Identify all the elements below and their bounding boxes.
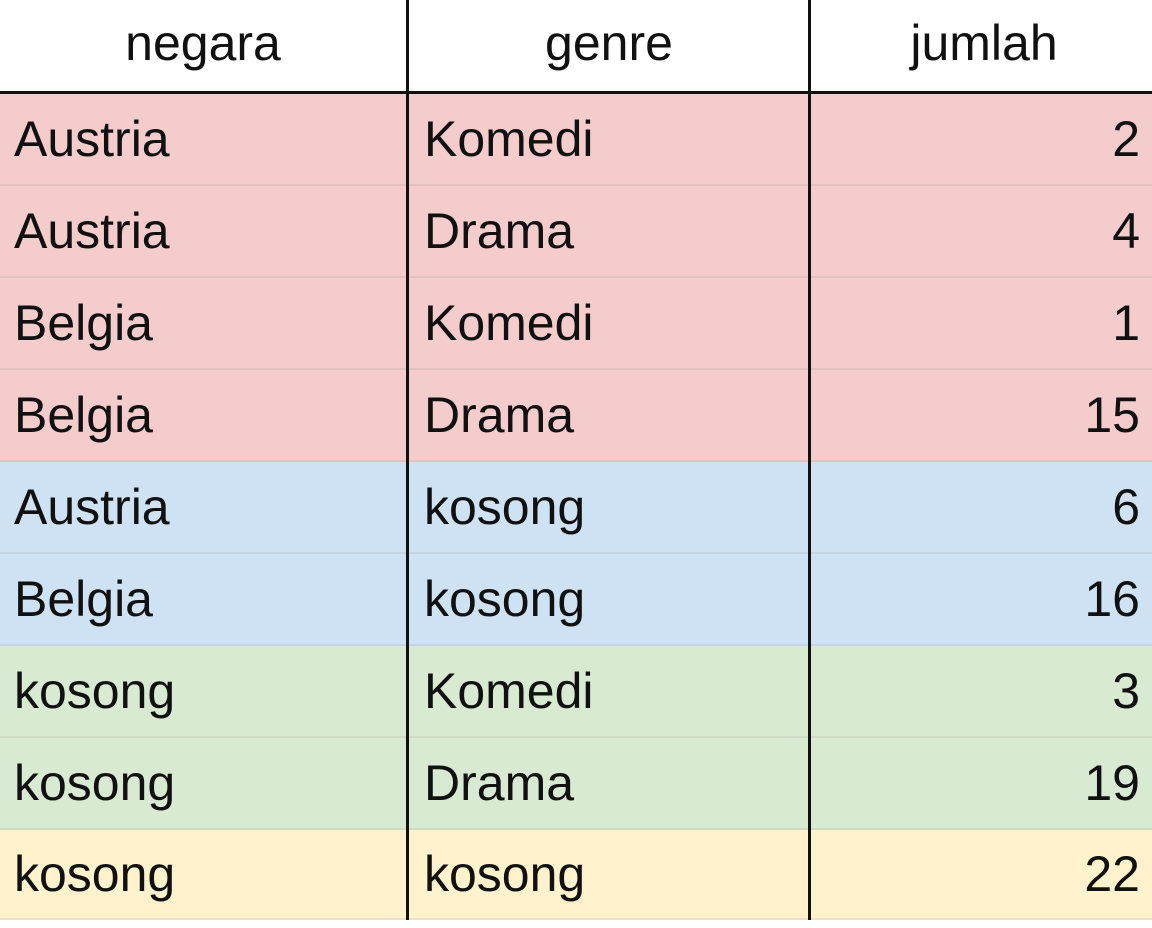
cell-negara[interactable]: Belgia (14, 295, 153, 351)
cell-jumlah[interactable]: 16 (1084, 571, 1140, 627)
cell-negara[interactable]: Austria (14, 479, 170, 535)
cell-genre[interactable]: Komedi (424, 295, 594, 351)
table-row: kosong Drama 19 (0, 738, 1152, 830)
header-cell-jumlah[interactable]: jumlah (910, 14, 1058, 71)
cell-jumlah[interactable]: 4 (1112, 203, 1140, 259)
cell-negara[interactable]: kosong (14, 846, 176, 902)
header-cell-negara[interactable]: negara (125, 14, 281, 71)
table-row: kosong kosong 22 (0, 830, 1152, 920)
cell-jumlah[interactable]: 2 (1112, 111, 1140, 167)
cell-genre[interactable]: kosong (424, 571, 586, 627)
table-row: Austria kosong 6 (0, 462, 1152, 554)
cell-genre[interactable]: Komedi (424, 663, 594, 719)
header-cell-genre[interactable]: genre (545, 14, 673, 71)
cell-genre[interactable]: Komedi (424, 111, 594, 167)
table-row: Austria Komedi 2 (0, 94, 1152, 186)
cell-jumlah[interactable]: 1 (1112, 295, 1140, 351)
cell-jumlah[interactable]: 19 (1084, 755, 1140, 811)
empty-row-area (0, 920, 1152, 928)
cell-negara[interactable]: kosong (14, 663, 176, 719)
cell-negara[interactable]: Belgia (14, 387, 153, 443)
cell-jumlah[interactable]: 22 (1084, 846, 1140, 902)
cell-negara[interactable]: Belgia (14, 571, 153, 627)
cell-jumlah[interactable]: 15 (1084, 387, 1140, 443)
cell-genre[interactable]: Drama (424, 755, 575, 811)
column-divider (406, 0, 409, 920)
header-row: negara genre jumlah (0, 0, 1152, 94)
cell-genre[interactable]: kosong (424, 479, 586, 535)
table-row: kosong Komedi 3 (0, 646, 1152, 738)
column-divider (808, 0, 811, 920)
cell-negara[interactable]: Austria (14, 111, 170, 167)
table-row: Belgia Komedi 1 (0, 278, 1152, 370)
cell-genre[interactable]: Drama (424, 387, 575, 443)
cell-genre[interactable]: Drama (424, 203, 575, 259)
table-row: Belgia Drama 15 (0, 370, 1152, 462)
cell-genre[interactable]: kosong (424, 846, 586, 902)
cell-negara[interactable]: kosong (14, 755, 176, 811)
cell-negara[interactable]: Austria (14, 203, 170, 259)
cell-jumlah[interactable]: 6 (1112, 479, 1140, 535)
table-row: Austria Drama 4 (0, 186, 1152, 278)
table-row: Belgia kosong 16 (0, 554, 1152, 646)
cell-jumlah[interactable]: 3 (1112, 663, 1140, 719)
